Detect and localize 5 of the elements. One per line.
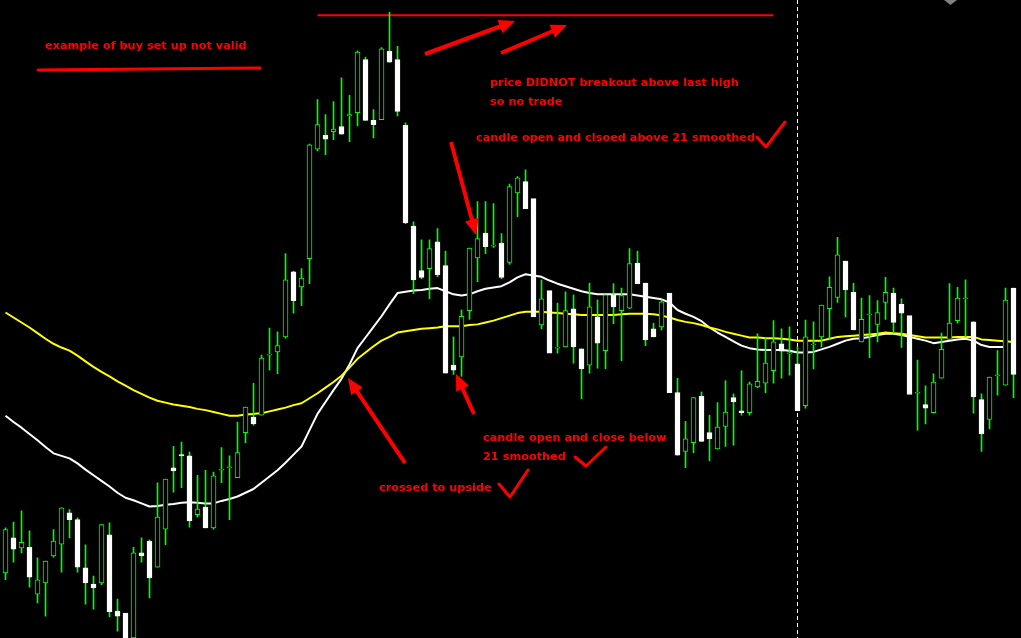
annotation: example of buy set up not valid [45,37,248,54]
annotation: price DIDNOT breakout above last high so no trade [490,74,740,110]
annotation: crossed to upside [379,479,493,496]
annotation: candle open and clsoed above 21 smoothed [476,129,757,146]
annotation: candle open and close below 21 smoothed [483,429,668,465]
